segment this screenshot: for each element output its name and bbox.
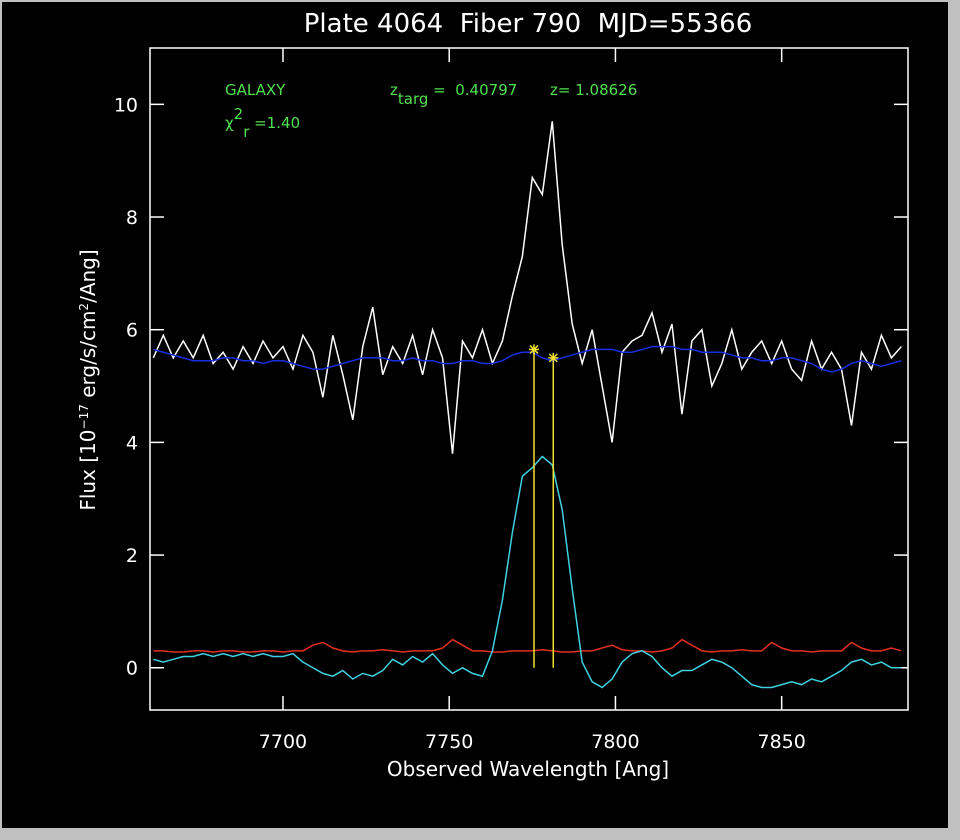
y-tick-label: 4	[126, 432, 138, 454]
sub-part: r	[243, 123, 250, 141]
star-stroke	[529, 344, 539, 354]
text-part: /Ang]	[76, 249, 100, 303]
text-part: erg/s/cm	[76, 311, 100, 405]
sup-part: 2	[77, 303, 91, 311]
rich-text: z= 1.08626	[550, 81, 637, 99]
sub-part: targ	[398, 90, 429, 108]
rich-text: χ2r =1.40	[225, 105, 300, 141]
plot-frame	[149, 47, 909, 711]
x-tick-label: 7800	[591, 731, 639, 753]
y-tick-label: 6	[126, 320, 138, 342]
x-tick-label: 7850	[757, 731, 805, 753]
y-axis-label: Flux [10−17 erg/s/cm2/Ang]	[76, 249, 100, 510]
spectrum-line	[152, 121, 902, 454]
x-axis-label: Observed Wavelength [Ang]	[387, 757, 669, 781]
rich-text: GALAXY	[225, 81, 286, 99]
text-part: = 0.40797	[428, 81, 517, 99]
y-tick-label: 8	[126, 207, 138, 229]
spectrum-line	[153, 345, 902, 373]
text-part: =1.40	[249, 114, 300, 132]
y-tick-label: 0	[126, 658, 138, 680]
text-part: z	[390, 81, 398, 99]
star-stroke	[548, 353, 558, 363]
chart-title: Plate 4064 Fiber 790 MJD=55366	[304, 9, 753, 39]
sup-part: −17	[77, 404, 91, 429]
spectrum-line	[153, 638, 902, 653]
spectrum-line	[153, 455, 902, 689]
rich-text: ztarg = 0.40797	[390, 81, 517, 108]
canvas	[2, 2, 948, 828]
x-tick-label: 7750	[425, 731, 473, 753]
text-part: z= 1.08626	[550, 81, 637, 99]
text-part: GALAXY	[225, 81, 286, 99]
y-tick-label: 2	[126, 545, 138, 567]
y-tick-label: 10	[114, 94, 138, 116]
marker-star	[528, 344, 539, 355]
text-part: Flux [10	[76, 429, 100, 510]
x-tick-label: 7700	[259, 731, 307, 753]
marker-star	[548, 352, 559, 363]
plot-area	[152, 121, 902, 689]
text-part: χ	[225, 114, 234, 132]
sup-part: 2	[234, 105, 244, 123]
